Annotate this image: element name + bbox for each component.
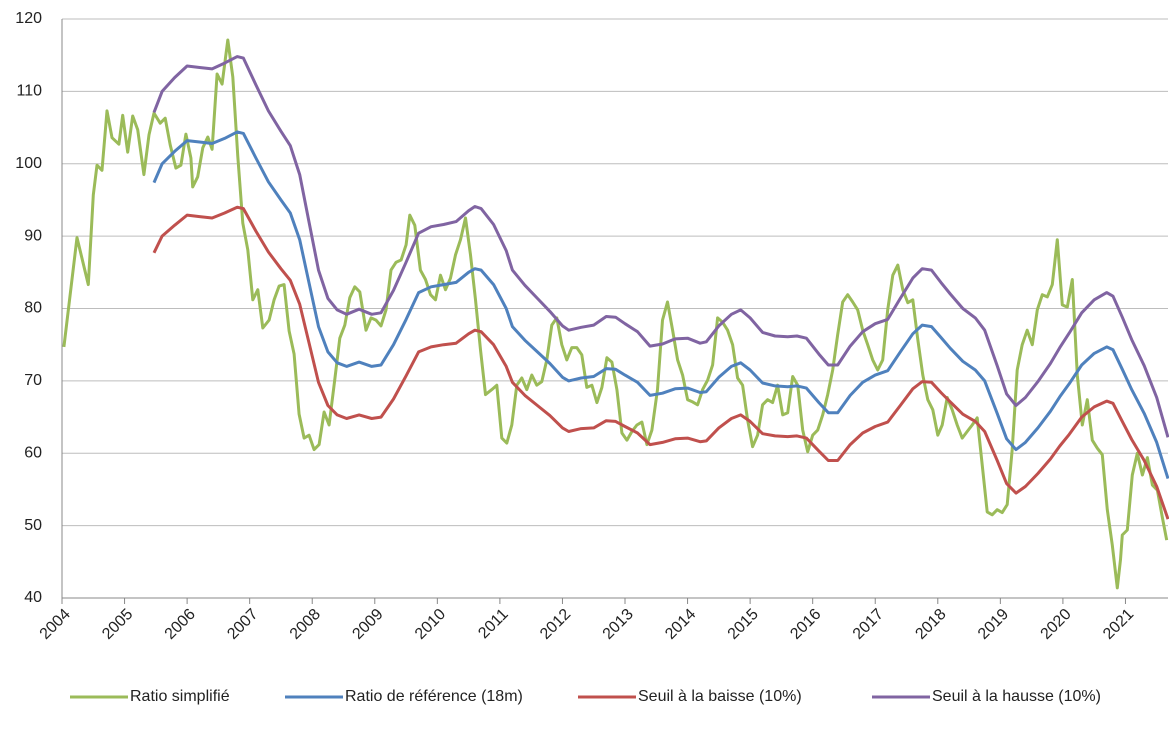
y-tick-label: 40 <box>24 589 42 606</box>
x-tick-label: 2014 <box>662 606 699 643</box>
x-tick-label: 2010 <box>412 606 449 643</box>
y-tick-label: 120 <box>15 10 42 27</box>
x-tick-label: 2020 <box>1038 606 1075 643</box>
series-line <box>152 130 1169 480</box>
x-tick-label: 2013 <box>600 606 637 643</box>
x-tick-label: 2019 <box>975 606 1012 643</box>
series-line <box>152 205 1169 520</box>
legend-label: Seuil à la hausse (10%) <box>932 688 1101 705</box>
x-tick-label: 2011 <box>475 606 511 642</box>
y-tick-label: 50 <box>24 517 42 534</box>
y-tick-label: 80 <box>24 300 42 317</box>
x-tick-label: 2018 <box>912 606 949 643</box>
series-line <box>62 38 1169 590</box>
y-tick-label: 100 <box>15 155 42 172</box>
legend-label: Ratio simplifié <box>130 688 230 705</box>
x-tick-label: 2008 <box>287 606 324 643</box>
x-tick-label: 2012 <box>537 606 574 643</box>
x-tick-label: 2021 <box>1100 606 1137 643</box>
y-tick-label: 110 <box>16 83 42 100</box>
x-tick-label: 2017 <box>850 606 887 643</box>
x-tick-label: 2004 <box>37 606 74 643</box>
x-tick-label: 2009 <box>349 606 386 643</box>
legend-label: Seuil à la baisse (10%) <box>638 688 802 705</box>
x-tick-label: 2016 <box>787 606 824 643</box>
legend-label: Ratio de référence (18m) <box>345 688 523 705</box>
x-tick-label: 2005 <box>99 606 136 643</box>
y-tick-label: 60 <box>24 444 42 461</box>
y-tick-label: 90 <box>24 227 42 244</box>
series-line <box>152 55 1169 438</box>
y-tick-label: 70 <box>24 372 42 389</box>
x-tick-label: 2006 <box>162 606 199 643</box>
x-tick-label: 2007 <box>224 606 261 643</box>
x-tick-label: 2015 <box>725 606 762 643</box>
